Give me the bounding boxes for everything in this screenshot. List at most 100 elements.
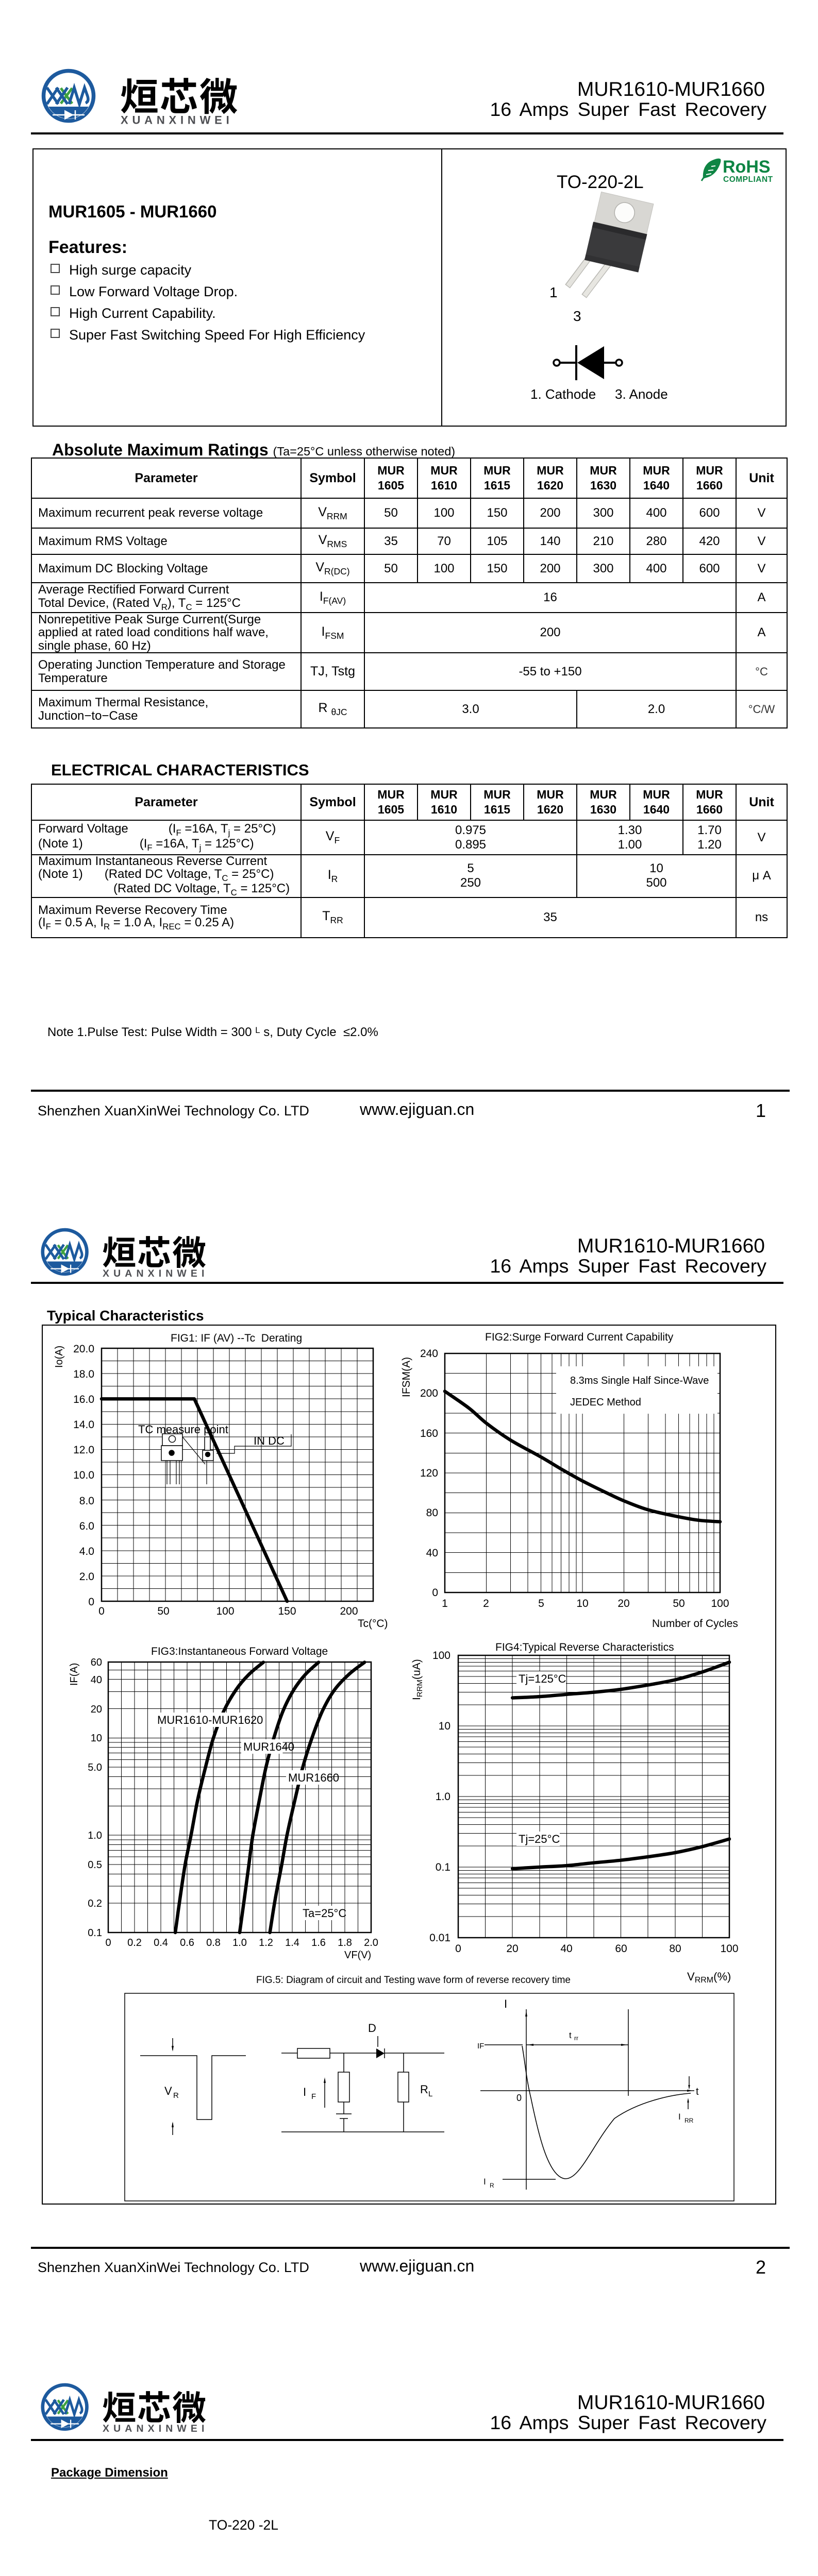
svg-text:XUANXINWEI: XUANXINWEI xyxy=(103,2423,209,2434)
svg-text:10: 10 xyxy=(576,1598,588,1609)
svg-text:FIG.5: Diagram of circuit and: FIG.5: Diagram of circuit and Testing wa… xyxy=(256,1975,571,1986)
svg-text:Number of Cycles: Number of Cycles xyxy=(652,1618,738,1630)
svg-text:4.0: 4.0 xyxy=(79,1546,94,1557)
svg-text:XUANXINWEI: XUANXINWEI xyxy=(121,114,233,127)
svg-text:R: R xyxy=(420,2083,428,2096)
svg-text:MUR1610-MUR1620: MUR1610-MUR1620 xyxy=(157,1714,263,1726)
svg-text:IF(A): IF(A) xyxy=(69,1663,80,1686)
svg-text:0.1: 0.1 xyxy=(436,1861,450,1873)
svg-text:R: R xyxy=(490,2182,494,2189)
svg-text:Ta=25°C: Ta=25°C xyxy=(303,1907,346,1920)
svg-text:I: I xyxy=(483,2177,486,2187)
svg-text:16.0: 16.0 xyxy=(73,1394,94,1405)
svg-text:0: 0 xyxy=(88,1596,94,1608)
svg-text:IFSM(A): IFSM(A) xyxy=(400,1357,412,1397)
svg-text:1.0: 1.0 xyxy=(88,1830,102,1841)
svg-text:14.0: 14.0 xyxy=(73,1419,94,1431)
svg-text:2.0: 2.0 xyxy=(364,1937,378,1948)
svg-text:240: 240 xyxy=(420,1348,438,1360)
svg-text:2.0: 2.0 xyxy=(79,1571,94,1583)
svg-text:1.6: 1.6 xyxy=(311,1937,326,1948)
svg-text:MUR1660: MUR1660 xyxy=(288,1771,339,1784)
svg-text:100: 100 xyxy=(711,1598,729,1609)
svg-text:FIG4:Typical Reverse Character: FIG4:Typical Reverse Characteristics xyxy=(495,1641,674,1653)
svg-text:D: D xyxy=(368,2022,376,2035)
svg-text:5: 5 xyxy=(538,1598,544,1609)
svg-text:6.0: 6.0 xyxy=(79,1520,94,1532)
svg-text:12.0: 12.0 xyxy=(73,1444,94,1456)
svg-text:40: 40 xyxy=(426,1547,438,1559)
svg-text:IN DC: IN DC xyxy=(254,1434,285,1447)
svg-text:160: 160 xyxy=(420,1428,438,1439)
svg-text:I: I xyxy=(504,1997,507,2010)
svg-text:COMPLIANT: COMPLIANT xyxy=(723,175,773,184)
svg-text:Tj=125°C: Tj=125°C xyxy=(519,1672,566,1685)
svg-text:JEDEC Method: JEDEC Method xyxy=(570,1397,641,1408)
svg-text:0.2: 0.2 xyxy=(88,1898,102,1909)
svg-text:100: 100 xyxy=(720,1943,738,1955)
svg-text:1.4: 1.4 xyxy=(285,1937,299,1948)
svg-text:80: 80 xyxy=(426,1507,438,1519)
svg-text:8.0: 8.0 xyxy=(79,1495,94,1507)
svg-text:IRRM(uA): IRRM(uA) xyxy=(411,1659,424,1700)
svg-text:10: 10 xyxy=(91,1733,102,1744)
svg-text:1.0: 1.0 xyxy=(436,1791,450,1803)
svg-text:0: 0 xyxy=(432,1587,438,1599)
svg-text:TC measure point: TC measure point xyxy=(138,1423,228,1436)
svg-text:1: 1 xyxy=(442,1598,448,1609)
svg-text:20: 20 xyxy=(617,1598,629,1609)
svg-text:50: 50 xyxy=(673,1598,685,1609)
svg-text:80: 80 xyxy=(669,1943,681,1955)
svg-text:IF: IF xyxy=(477,2042,484,2050)
svg-text:Io(A): Io(A) xyxy=(54,1346,65,1368)
svg-text:F: F xyxy=(311,2092,316,2101)
svg-text:Tj=25°C: Tj=25°C xyxy=(519,1833,560,1845)
svg-text:FIG3:Instantaneous Forward Vol: FIG3:Instantaneous Forward Voltage xyxy=(151,1646,328,1657)
svg-text:FIG1: IF (AV) --Tc Derating: FIG1: IF (AV) --Tc Derating xyxy=(171,1332,302,1344)
svg-text:1.2: 1.2 xyxy=(259,1937,273,1948)
svg-text:rr: rr xyxy=(574,2035,578,2042)
svg-text:0: 0 xyxy=(455,1943,461,1955)
svg-text:0.2: 0.2 xyxy=(127,1937,142,1948)
svg-text:XUANXINWEI: XUANXINWEI xyxy=(103,1268,209,1279)
svg-text:0.1: 0.1 xyxy=(88,1927,102,1939)
svg-text:0.01: 0.01 xyxy=(429,1932,450,1944)
svg-text:0: 0 xyxy=(516,2093,522,2103)
svg-text:150: 150 xyxy=(278,1605,296,1617)
svg-text:10.0: 10.0 xyxy=(73,1469,94,1481)
svg-text:10: 10 xyxy=(439,1720,450,1732)
svg-text:40: 40 xyxy=(91,1674,102,1686)
svg-text:20: 20 xyxy=(91,1704,102,1715)
svg-text:t: t xyxy=(569,2030,572,2040)
svg-text:200: 200 xyxy=(420,1387,438,1399)
svg-text:100: 100 xyxy=(216,1605,234,1617)
svg-text:I: I xyxy=(303,2086,306,2098)
svg-text:40: 40 xyxy=(560,1943,572,1955)
svg-text:20.0: 20.0 xyxy=(73,1343,94,1355)
svg-text:60: 60 xyxy=(91,1657,102,1668)
svg-text:RR: RR xyxy=(685,2117,694,2124)
svg-text:RoHS: RoHS xyxy=(723,157,771,177)
svg-text:60: 60 xyxy=(615,1943,627,1955)
svg-text:8.3ms Single Half Since-Wave: 8.3ms Single Half Since-Wave xyxy=(570,1375,709,1386)
svg-text:0: 0 xyxy=(98,1605,105,1617)
svg-text:R: R xyxy=(173,2091,179,2100)
svg-text:1.0: 1.0 xyxy=(232,1937,247,1948)
svg-text:FIG2:Surge Forward Current Cap: FIG2:Surge Forward Current Capability xyxy=(485,1331,674,1343)
svg-text:100: 100 xyxy=(432,1650,450,1662)
svg-text:0.5: 0.5 xyxy=(88,1859,102,1871)
svg-text:MUR1640: MUR1640 xyxy=(243,1740,294,1753)
svg-text:1.8: 1.8 xyxy=(338,1937,352,1948)
svg-text:0.6: 0.6 xyxy=(180,1937,194,1948)
svg-text:I: I xyxy=(678,2112,681,2122)
svg-text:V: V xyxy=(164,2084,172,2097)
svg-text:Tc(°C): Tc(°C) xyxy=(358,1618,388,1630)
svg-text:2: 2 xyxy=(483,1598,489,1609)
svg-text:VF(V): VF(V) xyxy=(344,1950,371,1961)
svg-text:0.8: 0.8 xyxy=(206,1937,221,1948)
svg-text:120: 120 xyxy=(420,1467,438,1479)
svg-text:L: L xyxy=(428,2090,432,2098)
svg-text:200: 200 xyxy=(340,1605,358,1617)
svg-text:20: 20 xyxy=(506,1943,518,1955)
svg-text:18.0: 18.0 xyxy=(73,1368,94,1380)
